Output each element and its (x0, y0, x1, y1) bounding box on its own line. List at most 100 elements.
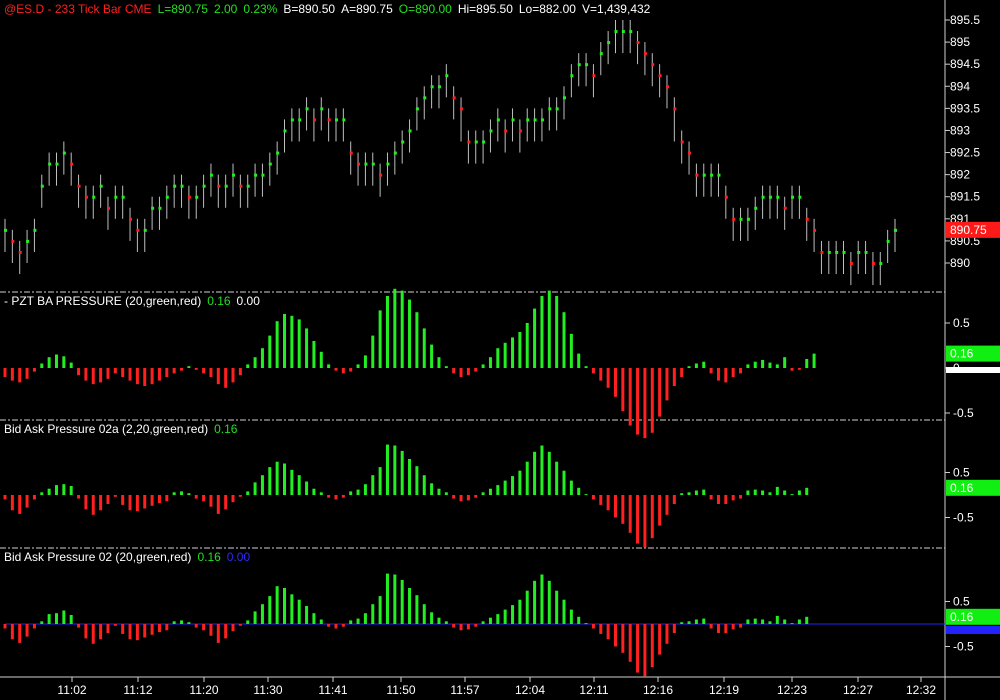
ohlc-close-tick (77, 184, 81, 188)
y-tick-label: -0.5 (953, 511, 974, 525)
pressure-bar (430, 612, 434, 624)
pressure02-value2: 0.00 (226, 550, 251, 564)
pressure-bar (356, 489, 360, 495)
pressure-bar (481, 364, 485, 368)
pressure-bar (775, 486, 779, 495)
ohlc-close-tick (621, 30, 625, 34)
pressure-bar (62, 484, 66, 495)
ohlc-close-tick (261, 173, 265, 177)
pressure-bar (246, 620, 250, 624)
pressure-bar (312, 341, 316, 368)
pressure-bar (511, 476, 515, 495)
pressure-bar (268, 467, 272, 495)
ohlc-close-tick (518, 129, 522, 133)
pressure-bar (246, 491, 250, 495)
pressure-bar (128, 495, 132, 511)
ohlc-close-tick (599, 52, 603, 56)
pressure-bar (606, 624, 610, 640)
pressure-bar (224, 368, 228, 388)
ohlc-close-tick (349, 151, 353, 155)
pressure-bar (194, 624, 198, 628)
pressure-bar (599, 495, 603, 505)
pressure-bar (268, 335, 272, 368)
pressure-bar (525, 590, 529, 624)
ohlc-close-tick (55, 162, 59, 166)
ohlc-close-tick (371, 162, 375, 166)
pressure-bar (481, 492, 485, 495)
pressure-bar (540, 574, 544, 624)
pressure-bar (540, 445, 544, 495)
ohlc-close-tick (437, 85, 441, 89)
ohlc-close-tick (482, 140, 486, 144)
pressure-bar (562, 470, 566, 495)
pressure-bar (356, 618, 360, 624)
pressure-bar (334, 495, 338, 500)
pressure-bar (790, 494, 794, 496)
pressure-bar (400, 579, 404, 624)
pressure-bar (385, 573, 389, 624)
pressure-bar (334, 624, 338, 629)
pressure-bar (32, 624, 36, 629)
pressure-bar (562, 312, 566, 368)
pressure-bar (187, 493, 191, 495)
pressure02a-value: 0.16 (214, 422, 238, 436)
pressure-bar (680, 368, 684, 377)
ohlc-close-tick (629, 30, 633, 34)
ohlc-close-tick (460, 107, 464, 111)
pressure-bar (599, 624, 603, 634)
pressure-bar (106, 624, 110, 633)
pressure-bar (157, 495, 161, 504)
ohlc-close-tick (563, 96, 567, 100)
ohlc-close-tick (276, 151, 280, 155)
pressure-bar (444, 621, 448, 624)
last-price-badge (946, 221, 1000, 238)
pressure-bar (466, 624, 470, 630)
pressure-bar (797, 619, 801, 624)
ohlc-close-tick (783, 206, 787, 210)
pressure-bar (319, 619, 323, 624)
pressure-bar (452, 495, 456, 499)
pressure-bar (327, 624, 331, 627)
ohlc-close-tick (864, 250, 868, 254)
pressure-bar (503, 480, 507, 495)
ohlc-close-tick (165, 195, 169, 199)
y-tick-label: 895 (950, 35, 970, 49)
ohlc-close-tick (555, 107, 559, 111)
pressure-bar (283, 314, 287, 368)
pressure-bar (260, 604, 264, 624)
ohlc-close-tick (99, 184, 103, 188)
pressure-bar (371, 604, 375, 624)
ohlc-close-tick (92, 195, 96, 199)
pressure-bar (687, 621, 691, 624)
ohlc-close-tick (592, 74, 596, 78)
pressure-bar (613, 368, 617, 397)
pressure-bar (694, 619, 698, 624)
pressure-bar (724, 368, 728, 383)
pressure-bar (297, 599, 301, 624)
pressure-bar (275, 461, 279, 495)
pressure-bar (209, 495, 213, 507)
pressure-bar (10, 495, 14, 511)
ohlc-close-tick (607, 41, 611, 45)
pressure-bar (290, 315, 294, 368)
pressure02a-badge (946, 479, 1000, 496)
last-price-label: L=890.75 (157, 2, 208, 16)
x-tick-label: 11:20 (189, 683, 218, 697)
ohlc-close-tick (842, 250, 846, 254)
change-label: 2.00 (213, 2, 238, 16)
ohlc-close-tick (364, 162, 368, 166)
pressure-bar (783, 357, 787, 368)
pressure-bar (69, 362, 73, 368)
pressure-bar (702, 361, 706, 368)
pressure-bar (790, 368, 794, 371)
pressure-bar (775, 615, 779, 624)
ohlc-close-tick (673, 107, 677, 111)
pressure-bar (746, 619, 750, 624)
ohlc-close-tick (827, 250, 831, 254)
symbol-label: @ES.D - 233 Tick Bar CME (4, 2, 152, 16)
pressure-bar (481, 621, 485, 624)
pressure-badge (946, 345, 1000, 362)
pressure-bar (349, 368, 353, 372)
ohlc-close-tick (386, 162, 390, 166)
ohlc-close-tick (849, 262, 853, 265)
